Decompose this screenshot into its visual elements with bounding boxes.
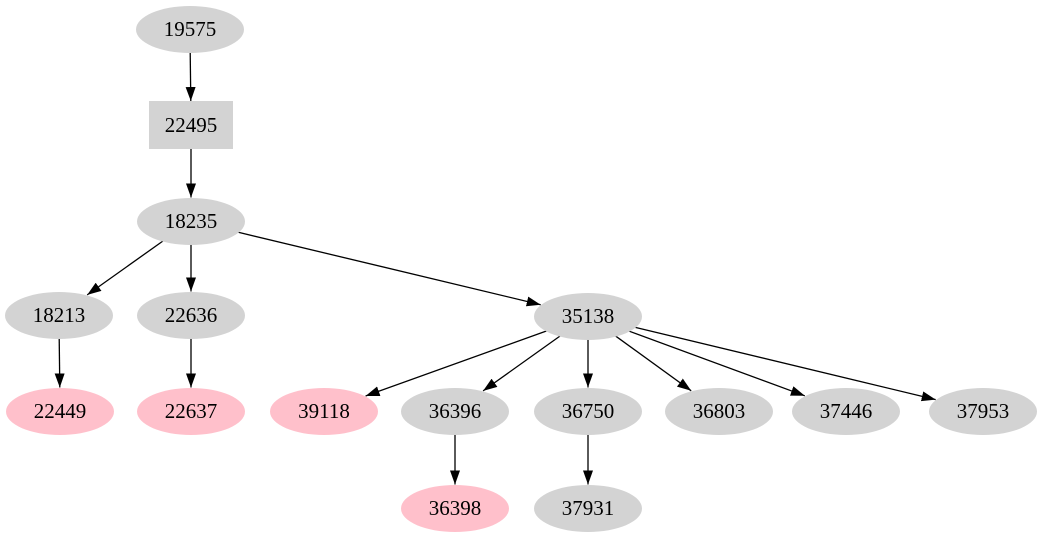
graph-node-label: 37931 <box>561 495 615 520</box>
graph-node-22636: 22636 <box>137 291 245 339</box>
graph-edge-18213-22449 <box>54 338 65 388</box>
graph-node-22495: 22495 <box>149 101 233 149</box>
graph-node-36750: 36750 <box>534 387 642 435</box>
graph-node-label: 22636 <box>164 302 218 327</box>
graph-edge-18235-18213 <box>86 240 164 296</box>
graph-edge-35138-37446 <box>628 330 806 397</box>
graph-node-22637: 22637 <box>137 387 245 435</box>
graph-node-label: 18235 <box>164 208 218 233</box>
graph-node-label: 36750 <box>561 398 615 423</box>
graph-node-39118: 39118 <box>270 387 378 435</box>
graph-node-label: 22495 <box>164 112 218 137</box>
graph-node-label: 22637 <box>164 398 218 423</box>
graph-node-label: 35138 <box>561 303 615 328</box>
graph-edge-35138-37953 <box>635 326 936 402</box>
graph-edge-35138-39118 <box>365 330 547 397</box>
graph-node-37953: 37953 <box>929 387 1037 435</box>
graph-node-18235: 18235 <box>137 197 245 245</box>
graph-edge-35138-36803 <box>615 335 692 392</box>
graph-node-36398: 36398 <box>401 484 509 532</box>
graph-node-label: 37953 <box>956 398 1010 423</box>
graph-node-label: 19575 <box>163 16 217 41</box>
graph-node-36396: 36396 <box>401 387 509 435</box>
graph-node-19575: 19575 <box>136 5 244 53</box>
graph-node-18213: 18213 <box>5 291 113 339</box>
graph-node-label: 18213 <box>32 302 86 327</box>
graph-node-label: 22449 <box>33 398 87 423</box>
graph-edge-18235-35138 <box>238 231 541 307</box>
graph-node-35138: 35138 <box>534 292 642 340</box>
graph-node-label: 37446 <box>819 398 873 423</box>
graph-node-label: 39118 <box>298 398 350 423</box>
graph-node-label: 36803 <box>692 398 746 423</box>
graph-edge-19575-22495 <box>185 52 196 102</box>
graph-node-label: 36398 <box>428 495 482 520</box>
graph-node-37931: 37931 <box>534 484 642 532</box>
graph-node-22449: 22449 <box>6 387 114 435</box>
graph-node-label: 36396 <box>428 398 482 423</box>
graph-node-37446: 37446 <box>792 387 900 435</box>
graph-node-36803: 36803 <box>665 387 773 435</box>
graph-edge-35138-36396 <box>482 335 561 392</box>
